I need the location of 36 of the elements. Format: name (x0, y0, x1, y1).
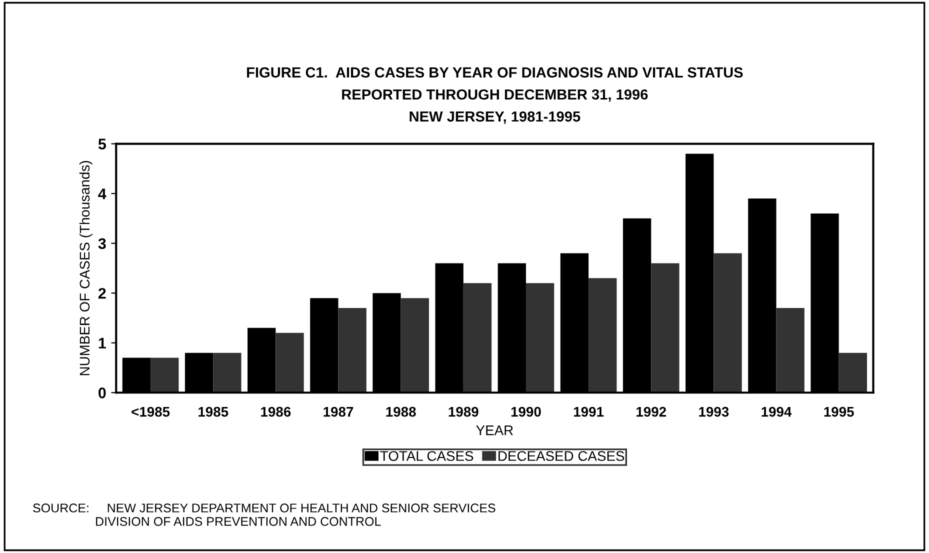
x-tick-label: 1986 (261, 406, 291, 417)
legend-label: DECEASED CASES (498, 451, 624, 461)
source-note: SOURCE: NEW JERSEY DEPARTMENT OF HEALTH AND SENIOR SERVICES DIVISION OF AIDS PREVENTION AND CONTROL (33, 504, 496, 526)
x-tick-label: 1988 (386, 406, 416, 417)
y-tick-label: 4 (98, 188, 106, 200)
bar (526, 283, 554, 393)
x-tick-label: 1992 (636, 406, 666, 417)
legend-label: TOTAL CASES (380, 451, 474, 461)
bar (400, 298, 429, 393)
bar (276, 332, 304, 393)
y-tick-label: 0 (98, 388, 106, 398)
x-tick-label: 1991 (574, 406, 604, 417)
bar (838, 352, 868, 393)
bar (651, 263, 680, 393)
x-tick-label: 1993 (699, 406, 729, 417)
bar (714, 253, 742, 393)
x-tick-label: 1994 (762, 406, 792, 417)
bar (776, 308, 804, 393)
y-tick-label: 5 (98, 138, 106, 150)
x-tick-label: 1995 (824, 406, 854, 417)
x-tick-label: 1990 (511, 406, 541, 417)
bar (588, 278, 617, 393)
y-tick-label: 2 (98, 288, 106, 299)
y-axis-title: NUMBER OF CASES (Thousands) (79, 161, 92, 376)
y-tick-label: 3 (98, 238, 106, 250)
chart-title: FIGURE C1. AIDS CASES BY YEAR OF DIAGNOSIS AND VITAL STATUS REPORTED THROUGH DECEMBER 31, 1996 NEW JERSEY, 1981-1995 (247, 67, 743, 124)
x-tick-label: 1985 (198, 406, 228, 417)
x-tick-label: 1987 (324, 406, 354, 417)
x-tick-label: <1985 (132, 406, 170, 417)
bar (338, 308, 366, 393)
bar (213, 352, 242, 393)
bar (150, 358, 179, 393)
x-tick-label: 1989 (448, 406, 478, 417)
x-axis-title: YEAR (476, 426, 513, 436)
y-tick-label: 1 (98, 338, 106, 348)
bar (463, 283, 492, 393)
